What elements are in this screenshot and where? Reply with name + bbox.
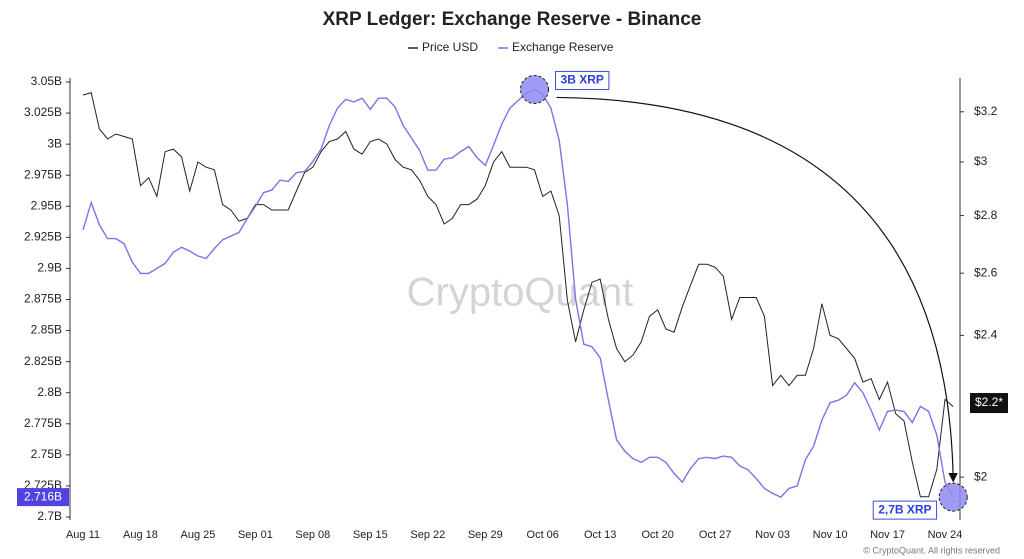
last-value-label: $2.2*: [975, 395, 1003, 409]
y2-tick-label: $2.6: [974, 265, 998, 279]
y-tick-label: 2.9B: [37, 261, 62, 275]
annotation-box: [555, 70, 610, 90]
x-tick-label: Nov 10: [813, 529, 848, 541]
x-tick-label: Sep 15: [353, 529, 388, 541]
y-tick-label: 3.05B: [31, 74, 62, 88]
x-tick-label: Aug 18: [123, 529, 158, 541]
x-tick-label: Oct 27: [699, 529, 731, 541]
y-tick-label: 2.975B: [24, 167, 62, 181]
annotation-label: 2,7B XRP: [878, 502, 931, 516]
x-tick-label: Oct 06: [527, 529, 559, 541]
legend-label: Exchange Reserve: [512, 40, 614, 54]
y-tick-label: 2.775B: [24, 416, 62, 430]
y2-tick-label: $2.4: [974, 328, 998, 342]
x-tick-label: Nov 24: [928, 529, 963, 541]
y-tick-label: 2.85B: [31, 323, 62, 337]
x-tick-label: Aug 11: [66, 529, 100, 541]
y-tick-label: 2.75B: [31, 447, 62, 461]
x-tick-label: Nov 17: [870, 529, 905, 541]
annotation-circle: [520, 74, 550, 104]
y2-tick-label: $3: [974, 154, 988, 168]
series-line: [82, 91, 954, 498]
y-tick-label: 3B: [47, 136, 62, 150]
x-tick-label: Aug 25: [180, 529, 215, 541]
watermark: CryptoQuant: [407, 271, 634, 315]
annotation-box: [872, 500, 938, 520]
y-tick-label: 2.925B: [24, 230, 62, 244]
x-tick-label: Sep 29: [468, 529, 503, 541]
series-line: [82, 88, 954, 498]
chart-title: XRP Ledger: Exchange Reserve - Binance: [323, 9, 702, 30]
x-tick-label: Oct 13: [584, 529, 616, 541]
y-tick-label: 2.875B: [24, 292, 62, 306]
y2-tick-label: $2: [974, 469, 988, 483]
annotation-label: 3B XRP: [561, 73, 604, 87]
y-tick-label: 2.7B: [37, 509, 62, 523]
y-tick-label: 2.95B: [31, 198, 62, 212]
x-tick-label: Nov 03: [755, 529, 790, 541]
legend-label: Price USD: [422, 40, 478, 54]
x-tick-label: Oct 20: [641, 529, 673, 541]
annotation-circle: [938, 482, 968, 512]
x-tick-label: Sep 01: [238, 529, 273, 541]
last-value-label: 2.716B: [24, 489, 62, 503]
annotation-arrow: [556, 96, 958, 483]
last-value-box: [970, 393, 1008, 414]
footer: © CryptoQuant. All rights reserved: [863, 545, 1000, 555]
y2-tick-label: $2.8: [974, 208, 998, 222]
y-tick-label: 3.025B: [24, 105, 62, 119]
y-tick-label: 2.8B: [37, 385, 62, 399]
x-tick-label: Sep 08: [295, 529, 330, 541]
y-tick-label: 2.825B: [24, 354, 62, 368]
y2-tick-label: $3.2: [974, 104, 998, 118]
x-tick-label: Sep 22: [410, 529, 445, 541]
last-value-box: [17, 488, 69, 507]
